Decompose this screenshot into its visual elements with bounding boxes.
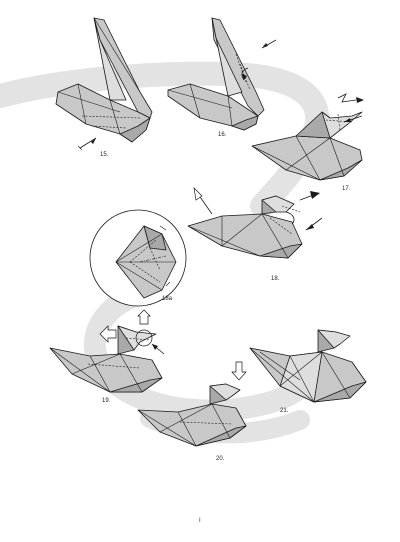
step-label-18a: 18a <box>162 296 173 302</box>
step-18-figure <box>187 186 323 259</box>
step-19-figure <box>49 309 165 393</box>
step-label-18: 18. <box>271 276 280 282</box>
step-label-20: 20. <box>216 456 225 462</box>
step-16-figure <box>167 17 277 131</box>
background-swoosh-lower <box>83 281 323 422</box>
step-label-16: 16. <box>218 132 227 138</box>
step-label-21: 21. <box>280 408 289 414</box>
step-label-17: 17. <box>342 186 351 192</box>
page-number: I <box>199 518 201 524</box>
step-21-figure <box>249 329 367 403</box>
step-label-19: 19. <box>102 398 111 404</box>
step-label-15: 15. <box>100 152 109 158</box>
step-18a-detail <box>89 209 187 307</box>
background-swoosh <box>0 61 329 218</box>
step-20-figure <box>137 361 247 447</box>
step-17-figure <box>251 93 364 181</box>
step-15-figure <box>55 17 153 151</box>
